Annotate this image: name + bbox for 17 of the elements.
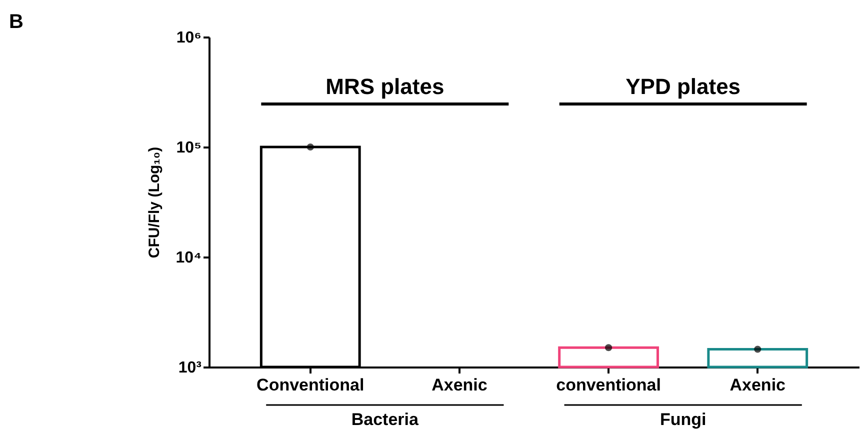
y-tick-label: 10⁴ <box>176 250 202 266</box>
text: B <box>9 11 24 33</box>
text: Fungi <box>660 410 706 429</box>
y-tick-label: 10⁶ <box>176 30 202 46</box>
x-tick-label: Axenic <box>730 376 786 394</box>
point <box>306 143 314 151</box>
annotation: MRS plates <box>326 74 444 99</box>
x-tick-label: Axenic <box>432 376 488 394</box>
y-tick-label: 10⁵ <box>176 140 202 156</box>
x-tick-label: conventional <box>556 376 661 394</box>
y-tick-label: 10³ <box>178 360 202 376</box>
point <box>605 344 612 352</box>
y-axis-title: CFU/Fly (Log₁₀) <box>146 146 163 258</box>
x-tick-label: Conventional <box>256 376 364 394</box>
annotation: YPD plates <box>626 74 741 99</box>
text: Bacteria <box>351 410 420 429</box>
point <box>754 346 762 353</box>
